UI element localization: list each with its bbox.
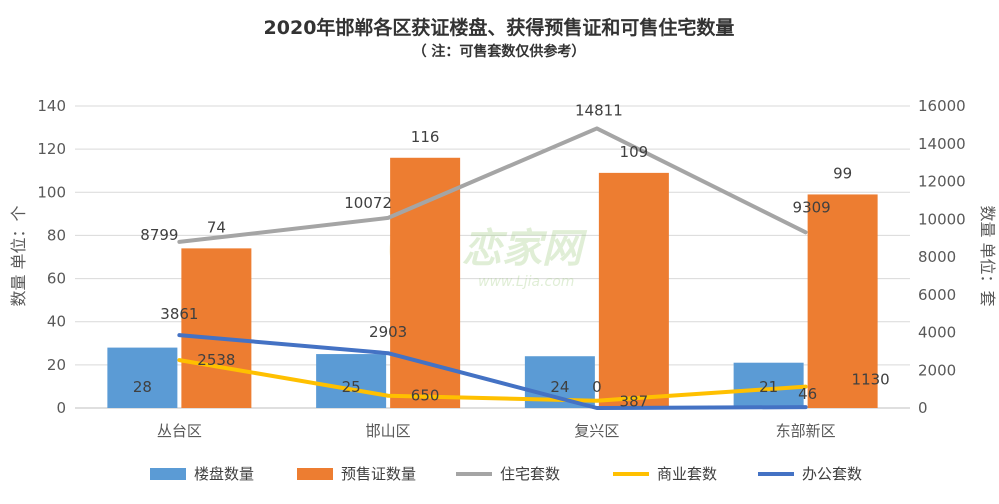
line-value-label: 10072 (344, 194, 392, 212)
line-value-label: 0 (592, 378, 602, 396)
left-tick-label: 0 (56, 399, 66, 417)
right-tick-label: 10000 (918, 210, 966, 228)
legend-label: 楼盘数量 (194, 465, 254, 483)
bar (107, 347, 178, 408)
left-tick-label: 20 (47, 356, 66, 374)
left-tick-label: 140 (37, 97, 66, 115)
chart-subtitle: （ 注：可售套数仅供参考） (413, 43, 586, 60)
bar (181, 248, 252, 408)
left-tick-label: 120 (37, 140, 66, 158)
left-tick-label: 60 (47, 270, 66, 288)
bar-value-label: 74 (207, 218, 226, 236)
right-tick-label: 8000 (918, 248, 956, 266)
legend-label: 住宅套数 (500, 465, 560, 483)
bar-value-label: 25 (342, 378, 361, 396)
bar (316, 354, 387, 408)
bar-value-label: 99 (833, 164, 852, 182)
left-tick-label: 100 (37, 183, 66, 201)
legend-swatch (297, 468, 333, 480)
right-tick-label: 2000 (918, 361, 956, 379)
right-tick-label: 12000 (918, 173, 966, 191)
line-value-label: 650 (411, 387, 440, 405)
series-line (177, 126, 808, 244)
legend-swatch (150, 468, 186, 480)
right-axis-title: 数量 单位：套 (978, 205, 997, 306)
line-value-label: 387 (620, 393, 649, 411)
bar (598, 172, 669, 408)
left-tick-label: 80 (47, 226, 66, 244)
data-labels: 28 25 24 21 74 116 109 99 8799 10072 14811 9309 2538… (133, 101, 890, 410)
bar (733, 362, 804, 408)
right-tick-label: 0 (918, 399, 928, 417)
legend-label: 商业套数 (657, 465, 717, 483)
left-axis-title: 数量 单位：个 (9, 205, 28, 306)
right-tick-label: 4000 (918, 324, 956, 342)
series-line (177, 358, 808, 403)
line-value-label: 3861 (160, 305, 198, 323)
category-label: 丛台区 (157, 422, 202, 440)
chart-title: 2020年邯郸各区获证楼盘、获得预售证和可售住宅数量 (264, 16, 735, 39)
legend: 楼盘数量 预售证数量 住宅套数 商业套数 办公套数 (150, 465, 862, 483)
category-label: 复兴区 (574, 422, 619, 440)
right-tick-label: 6000 (918, 286, 956, 304)
line-value-label: 14811 (575, 101, 623, 119)
legend-label: 预售证数量 (341, 465, 416, 483)
lines (177, 126, 808, 410)
watermark-url: www.Ljia.com (478, 274, 574, 290)
category-label: 东部新区 (776, 422, 836, 440)
bar-value-label: 28 (133, 378, 152, 396)
line-value-label: 1130 (852, 371, 890, 389)
line-value-label: 8799 (140, 226, 178, 244)
bar-value-label: 109 (620, 143, 649, 161)
category-label: 邯山区 (366, 422, 411, 440)
axis-ticks: 0 20 40 60 80 100 120 140 0 2000 4000 6000 8000 10000… (37, 97, 965, 440)
left-tick-label: 40 (47, 313, 66, 331)
watermark-brand: 恋家网 (462, 226, 588, 272)
bar-value-label: 21 (759, 378, 778, 396)
right-tick-label: 16000 (918, 97, 966, 115)
bars (107, 157, 878, 408)
line-value-label: 9309 (793, 198, 831, 216)
bar-value-label: 116 (411, 128, 440, 146)
line-value-label: 46 (798, 385, 817, 403)
series-line (177, 333, 808, 410)
legend-label: 办公套数 (802, 465, 862, 483)
bar-value-label: 24 (550, 378, 569, 396)
right-tick-label: 14000 (918, 135, 966, 153)
line-value-label: 2538 (197, 351, 235, 369)
bar (807, 194, 878, 408)
line-value-label: 2903 (369, 323, 407, 341)
bar (390, 157, 461, 408)
